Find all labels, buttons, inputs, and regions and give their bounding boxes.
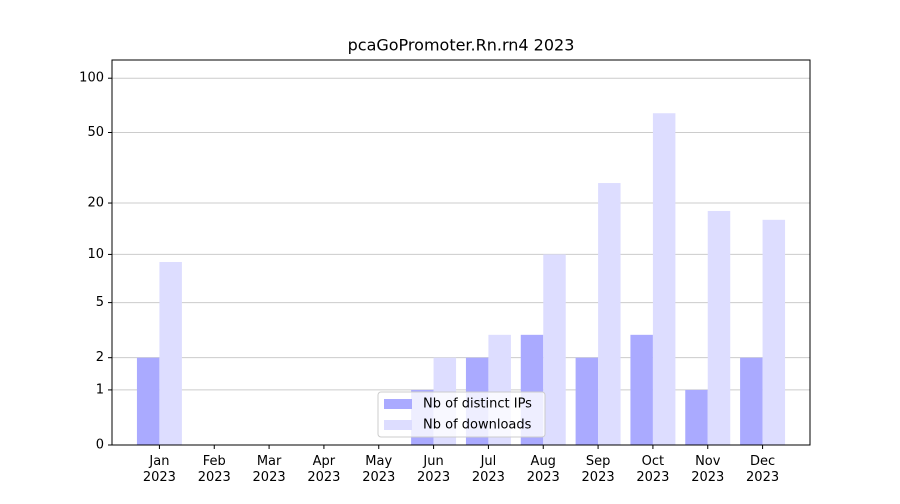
bar — [598, 183, 621, 445]
bar — [740, 357, 763, 445]
chart-title: pcaGoPromoter.Rn.rn4 2023 — [348, 36, 575, 55]
y-tick-label: 0 — [96, 438, 104, 453]
bar — [159, 261, 182, 445]
bar — [630, 334, 653, 445]
x-tick-label: Jul 2023 — [472, 454, 505, 485]
legend: Nb of distinct IPs Nb of downloads — [377, 391, 546, 438]
bar — [762, 219, 786, 445]
x-tick-label: Apr 2023 — [307, 454, 340, 485]
plot-frame — [111, 59, 811, 446]
bar — [685, 389, 708, 445]
legend-label: Nb of distinct IPs — [423, 397, 532, 412]
x-tick-label: Dec 2023 — [746, 454, 779, 485]
bar — [543, 254, 566, 445]
x-tick-label: Oct 2023 — [636, 454, 669, 485]
y-tick-label: 2 — [96, 350, 104, 365]
bar — [575, 357, 599, 445]
x-tick-label: Jan 2023 — [143, 454, 176, 485]
x-tick-label: Mar 2023 — [253, 454, 286, 485]
x-tick-label: May 2023 — [362, 454, 395, 485]
bar — [707, 210, 731, 445]
y-tick-label: 100 — [79, 71, 104, 86]
y-tick-label: 1 — [96, 382, 104, 397]
x-tick-label: Nov 2023 — [691, 454, 724, 485]
x-tick-label: Jun 2023 — [417, 454, 450, 485]
legend-label: Nb of downloads — [423, 418, 532, 433]
y-tick-label: 5 — [96, 295, 104, 310]
y-tick-label: 10 — [87, 247, 104, 262]
x-tick-label: Feb 2023 — [198, 454, 231, 485]
legend-swatch — [384, 420, 412, 430]
y-tick-label: 50 — [87, 125, 104, 140]
x-tick-label: Sep 2023 — [582, 454, 615, 485]
legend-box — [377, 391, 546, 438]
bar — [652, 113, 676, 446]
y-tick-label: 20 — [87, 196, 104, 211]
x-tick-label: Aug 2023 — [527, 454, 560, 485]
bar — [136, 357, 160, 445]
legend-swatch — [384, 399, 412, 409]
